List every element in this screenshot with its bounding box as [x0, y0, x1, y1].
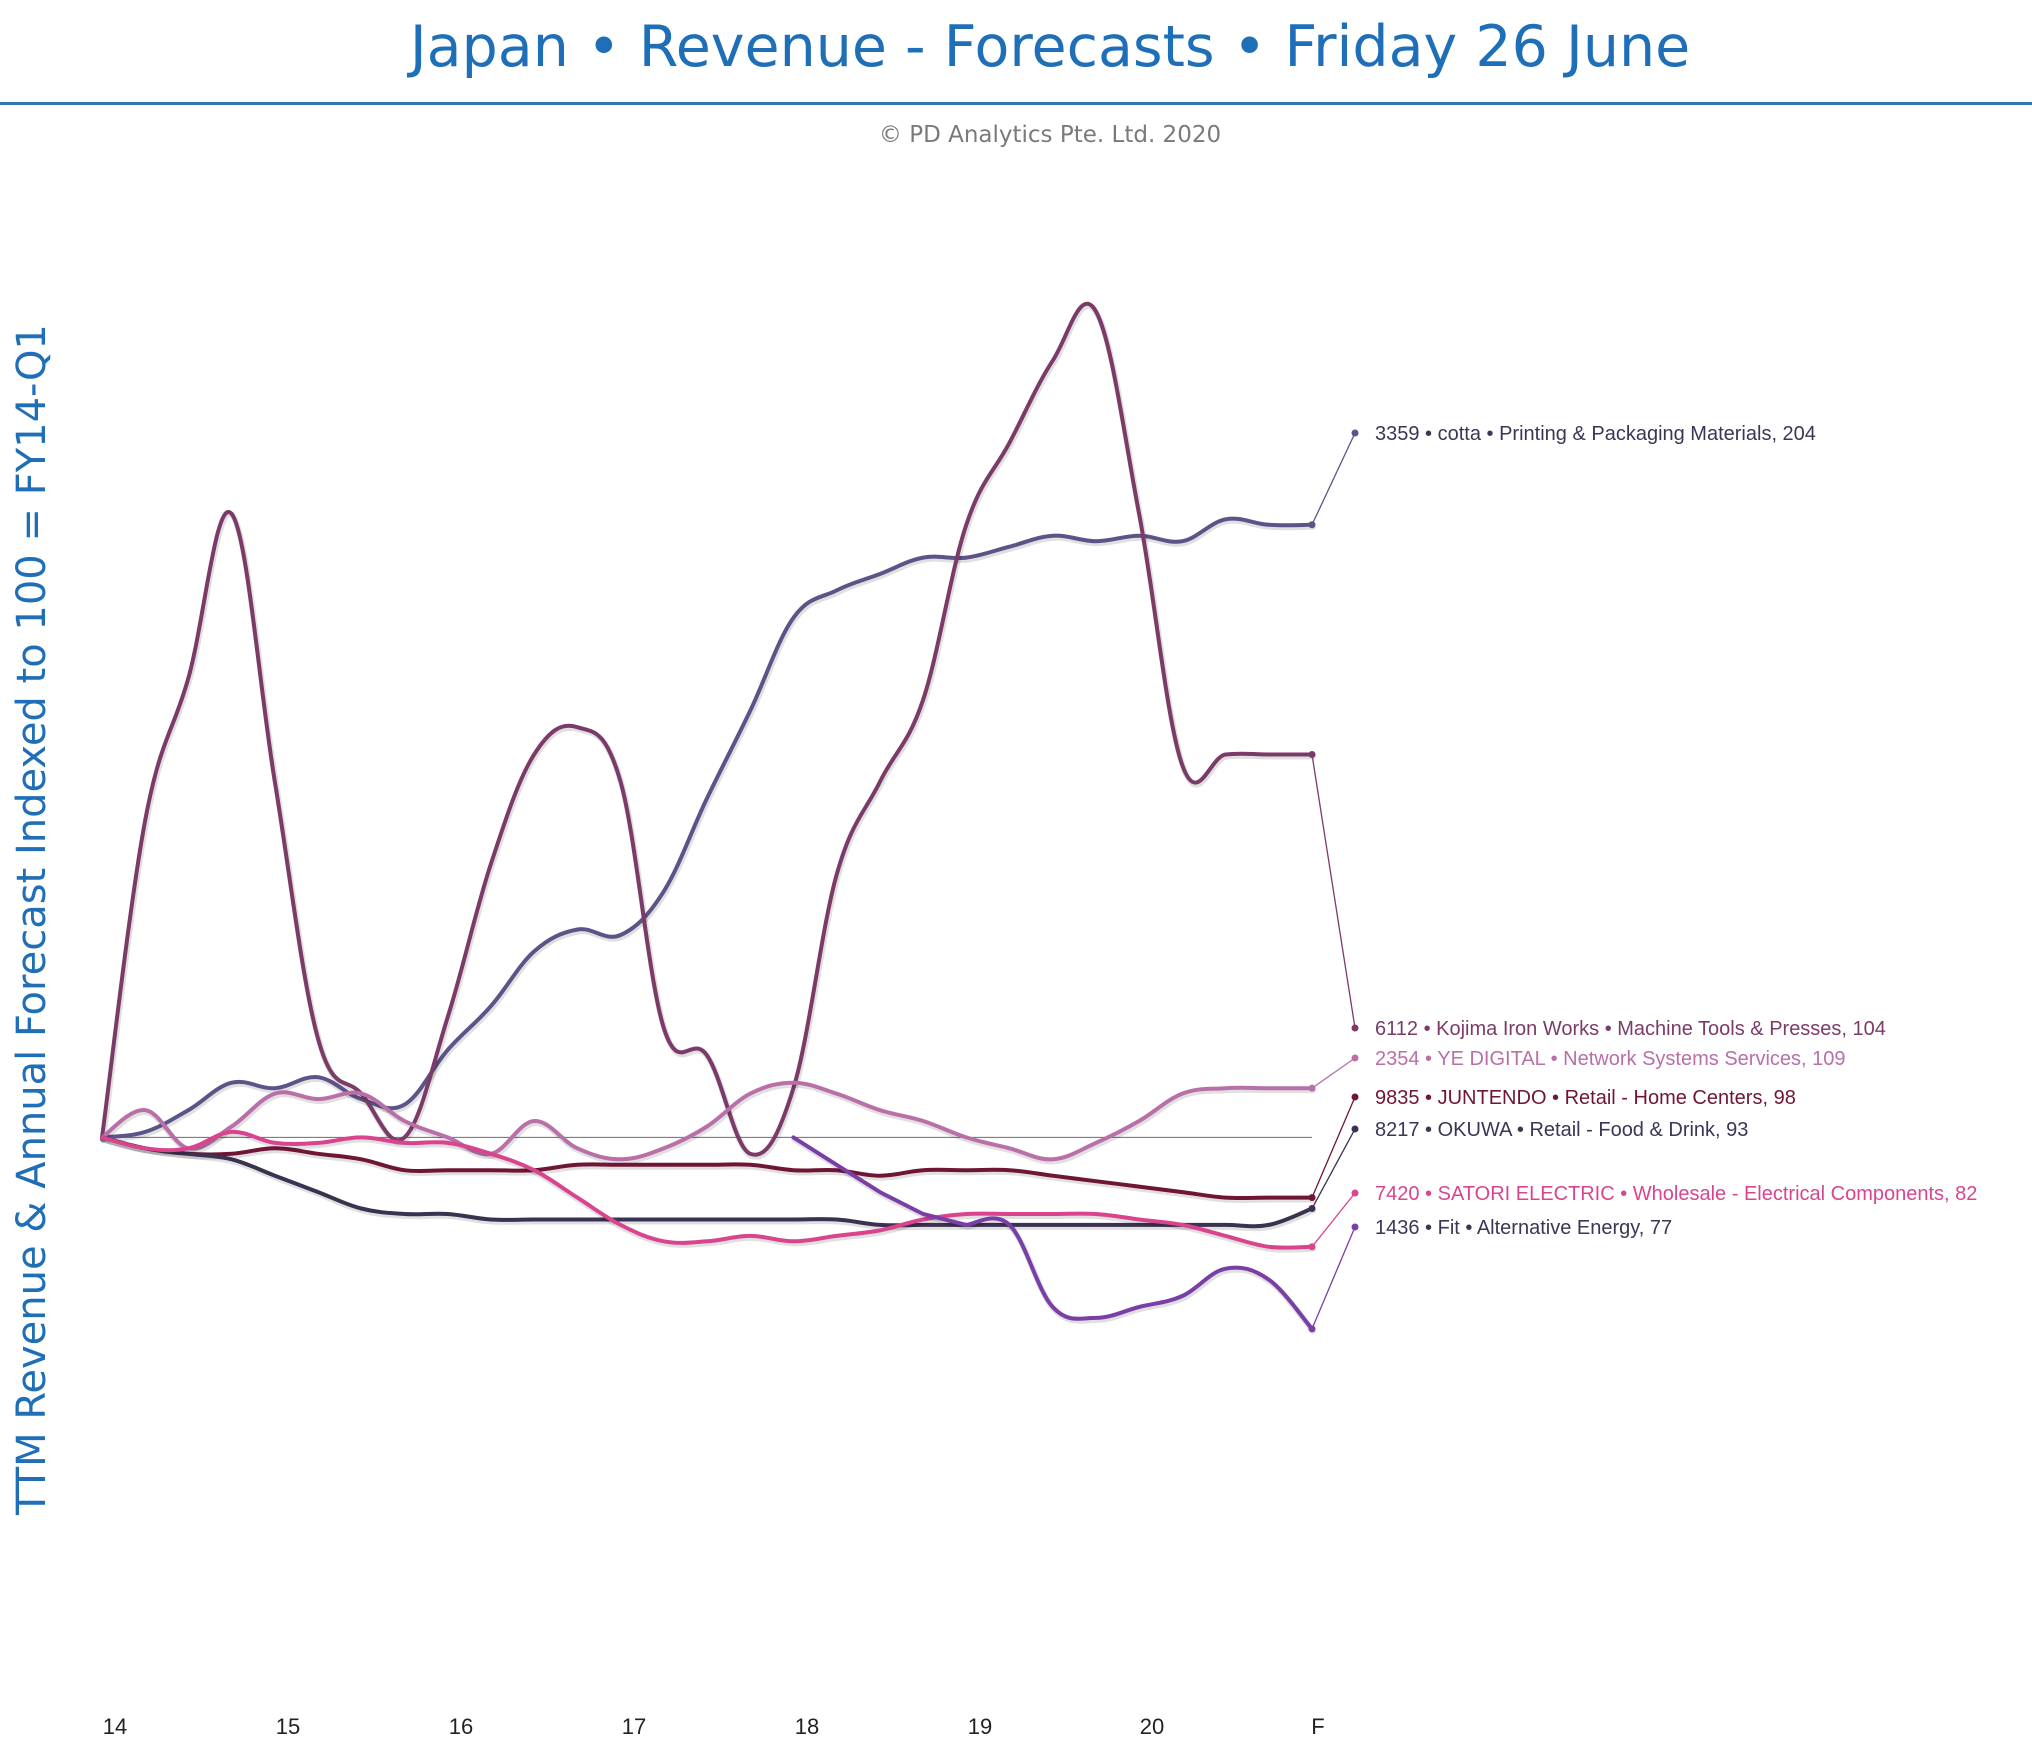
x-tick-label: 20: [1140, 1714, 1164, 1739]
series-line-1: [100, 516, 1314, 1140]
series-label: 3359 • cotta • Printing & Packaging Mate…: [1375, 423, 1816, 445]
series-line-6: [100, 1129, 1314, 1250]
series-label: 8217 • OKUWA • Retail - Food & Drink, 93: [1375, 1119, 1748, 1141]
label-connector-line: [1311, 1128, 1356, 1209]
x-tick-label: F: [1311, 1714, 1324, 1739]
series-line-3: [100, 1080, 1314, 1162]
series-label: 1436 • Fit • Alternative Energy, 77: [1375, 1217, 1672, 1239]
series-end-labels: 3359 • cotta • Printing & Packaging Mate…: [1375, 423, 1977, 1239]
label-connector-dot: [1351, 429, 1359, 437]
label-connector-dot: [1351, 1125, 1359, 1133]
label-connector-line: [1311, 1226, 1356, 1330]
label-connector-dot: [1351, 1223, 1359, 1231]
series-line-2: [100, 301, 1314, 1157]
chart-title: Japan • Revenue - Forecasts • Friday 26 …: [409, 14, 1691, 80]
x-tick-label: 15: [276, 1714, 300, 1739]
label-connectors: [1308, 429, 1359, 1333]
label-connector-dot: [1351, 1024, 1359, 1032]
series-line-5: [100, 1135, 1314, 1229]
label-connector-line: [1311, 754, 1356, 1029]
series-line-4: [100, 1135, 1314, 1201]
series-line-7: [791, 1135, 1314, 1331]
series-line-shadow: [100, 302, 1316, 1160]
x-tick-label: 16: [449, 1714, 473, 1739]
series-label: 6112 • Kojima Iron Works • Machine Tools…: [1375, 1018, 1886, 1040]
title-divider: [0, 102, 2032, 105]
series-lines: [100, 301, 1316, 1334]
x-tick-label: 17: [622, 1714, 646, 1739]
label-connector-dot: [1351, 1189, 1359, 1197]
label-connector-line: [1311, 432, 1356, 526]
series-label: 2354 • YE DIGITAL • Network Systems Serv…: [1375, 1048, 1846, 1070]
label-connector-line: [1311, 1096, 1356, 1198]
x-tick-label: 18: [795, 1714, 819, 1739]
series-label: 7420 • SATORI ELECTRIC • Wholesale - Ele…: [1375, 1183, 1977, 1205]
label-connector-line: [1311, 1192, 1356, 1248]
label-connector-dot: [1351, 1054, 1359, 1062]
label-connector-line: [1311, 1057, 1356, 1089]
x-tick-label: 14: [103, 1714, 127, 1739]
copyright-notice: © PD Analytics Pte. Ltd. 2020: [878, 122, 1222, 148]
x-axis-ticks: 14 15 16 17 18 19 20 F: [103, 1714, 1325, 1739]
label-connector-dot: [1351, 1093, 1359, 1101]
x-tick-label: 19: [968, 1714, 992, 1739]
series-label: 9835 • JUNTENDO • Retail - Home Centers,…: [1375, 1087, 1796, 1109]
